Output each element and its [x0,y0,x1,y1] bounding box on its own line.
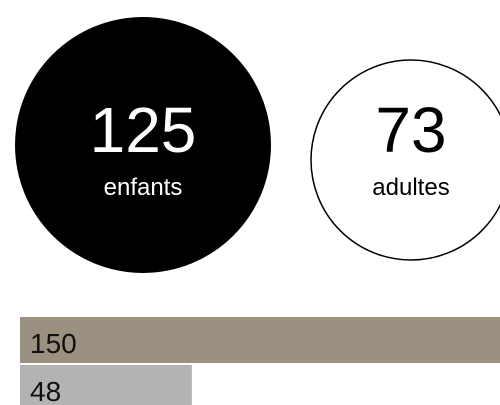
circle-label: adultes [372,174,449,201]
circle-children [15,17,271,273]
bar [20,317,500,363]
bar-label: 150 [30,328,77,359]
circle-value: 125 [90,94,197,166]
bar [20,365,192,405]
circle-value: 73 [375,94,446,166]
bar-label: 48 [30,376,61,405]
circle-adults [310,59,500,261]
circle-label: enfants [104,174,183,201]
